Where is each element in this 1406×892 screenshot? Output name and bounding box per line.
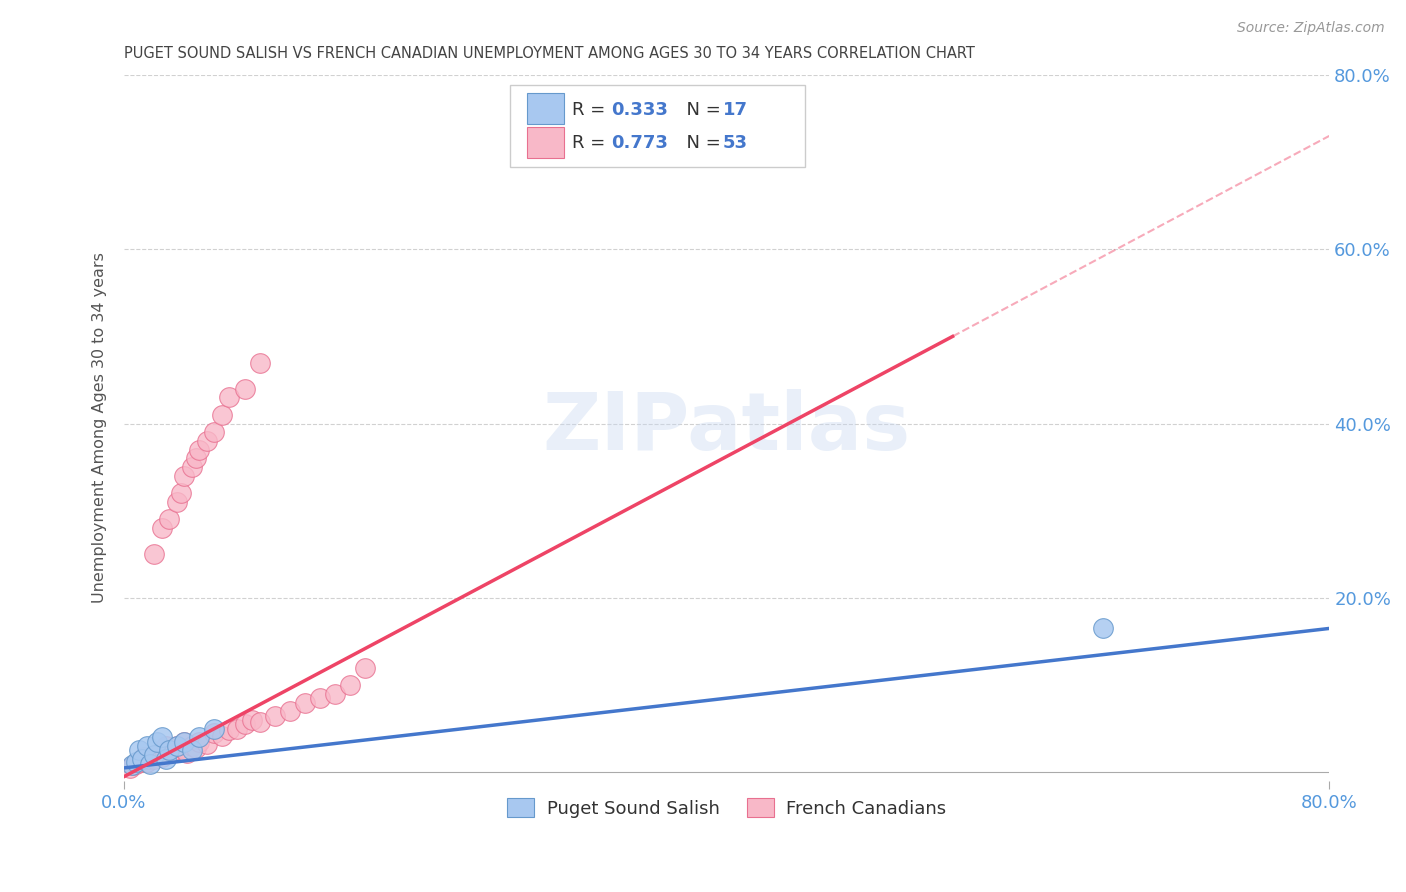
Point [218, 723, 240, 738]
Point [180, 743, 202, 757]
Point [202, 726, 225, 740]
Point [249, 714, 271, 729]
Text: ZIPatlas: ZIPatlas [543, 389, 911, 467]
Point [157, 743, 180, 757]
Point [128, 755, 150, 769]
Point [278, 704, 301, 718]
Point [153, 746, 176, 760]
Point [233, 717, 256, 731]
FancyBboxPatch shape [527, 127, 564, 158]
Point [233, 382, 256, 396]
Point [139, 749, 162, 764]
Point [166, 495, 188, 509]
Point [308, 691, 330, 706]
Point [118, 761, 141, 775]
Point [294, 696, 316, 710]
FancyBboxPatch shape [510, 86, 806, 167]
Point [150, 521, 173, 535]
Point [180, 460, 202, 475]
Text: R =: R = [572, 134, 612, 153]
Point [218, 391, 240, 405]
Point [186, 740, 208, 755]
Point [125, 755, 148, 769]
Point [263, 708, 285, 723]
Point [143, 747, 166, 762]
Point [121, 758, 143, 772]
Point [323, 687, 346, 701]
Point [132, 749, 155, 764]
Point [202, 425, 225, 440]
Text: 53: 53 [723, 134, 748, 153]
Point [240, 713, 263, 727]
Text: 17: 17 [723, 101, 748, 119]
Point [128, 743, 150, 757]
Text: PUGET SOUND SALISH VS FRENCH CANADIAN UNEMPLOYMENT AMONG AGES 30 TO 34 YEARS COR: PUGET SOUND SALISH VS FRENCH CANADIAN UN… [124, 46, 974, 62]
Point [180, 739, 202, 753]
Text: N =: N = [675, 101, 727, 119]
Point [157, 512, 180, 526]
Text: Source: ZipAtlas.com: Source: ZipAtlas.com [1237, 21, 1385, 35]
Point [188, 731, 211, 745]
Point [202, 722, 225, 736]
Point [166, 739, 188, 753]
Point [143, 752, 166, 766]
Point [173, 469, 195, 483]
Text: N =: N = [675, 134, 727, 153]
Point [131, 752, 153, 766]
Text: 0.333: 0.333 [612, 101, 668, 119]
Point [150, 749, 173, 764]
Point [1092, 622, 1115, 636]
Text: 0.773: 0.773 [612, 134, 668, 153]
Point [195, 738, 218, 752]
Point [163, 743, 186, 757]
Point [186, 451, 208, 466]
Point [155, 739, 177, 753]
Point [135, 755, 157, 769]
Point [166, 739, 188, 753]
Point [122, 758, 145, 772]
Point [188, 735, 211, 749]
Point [125, 756, 148, 771]
Point [135, 739, 157, 753]
Point [211, 408, 233, 422]
Point [170, 486, 193, 500]
Point [188, 442, 211, 457]
Point [195, 434, 218, 448]
Point [155, 752, 177, 766]
Point [143, 547, 166, 561]
Point [226, 722, 249, 736]
Point [354, 661, 377, 675]
Point [249, 355, 271, 369]
Point [176, 746, 198, 760]
Point [170, 740, 193, 755]
Legend: Puget Sound Salish, French Canadians: Puget Sound Salish, French Canadians [499, 790, 953, 825]
Point [136, 752, 159, 766]
Point [173, 735, 195, 749]
Y-axis label: Unemployment Among Ages 30 to 34 years: Unemployment Among Ages 30 to 34 years [93, 252, 107, 603]
Point [146, 747, 169, 762]
Point [138, 756, 160, 771]
Point [173, 735, 195, 749]
FancyBboxPatch shape [527, 94, 564, 125]
Point [339, 678, 361, 692]
Text: R =: R = [572, 101, 612, 119]
Point [131, 752, 153, 766]
Point [150, 731, 173, 745]
Point [146, 735, 169, 749]
Point [211, 729, 233, 743]
Point [157, 743, 180, 757]
